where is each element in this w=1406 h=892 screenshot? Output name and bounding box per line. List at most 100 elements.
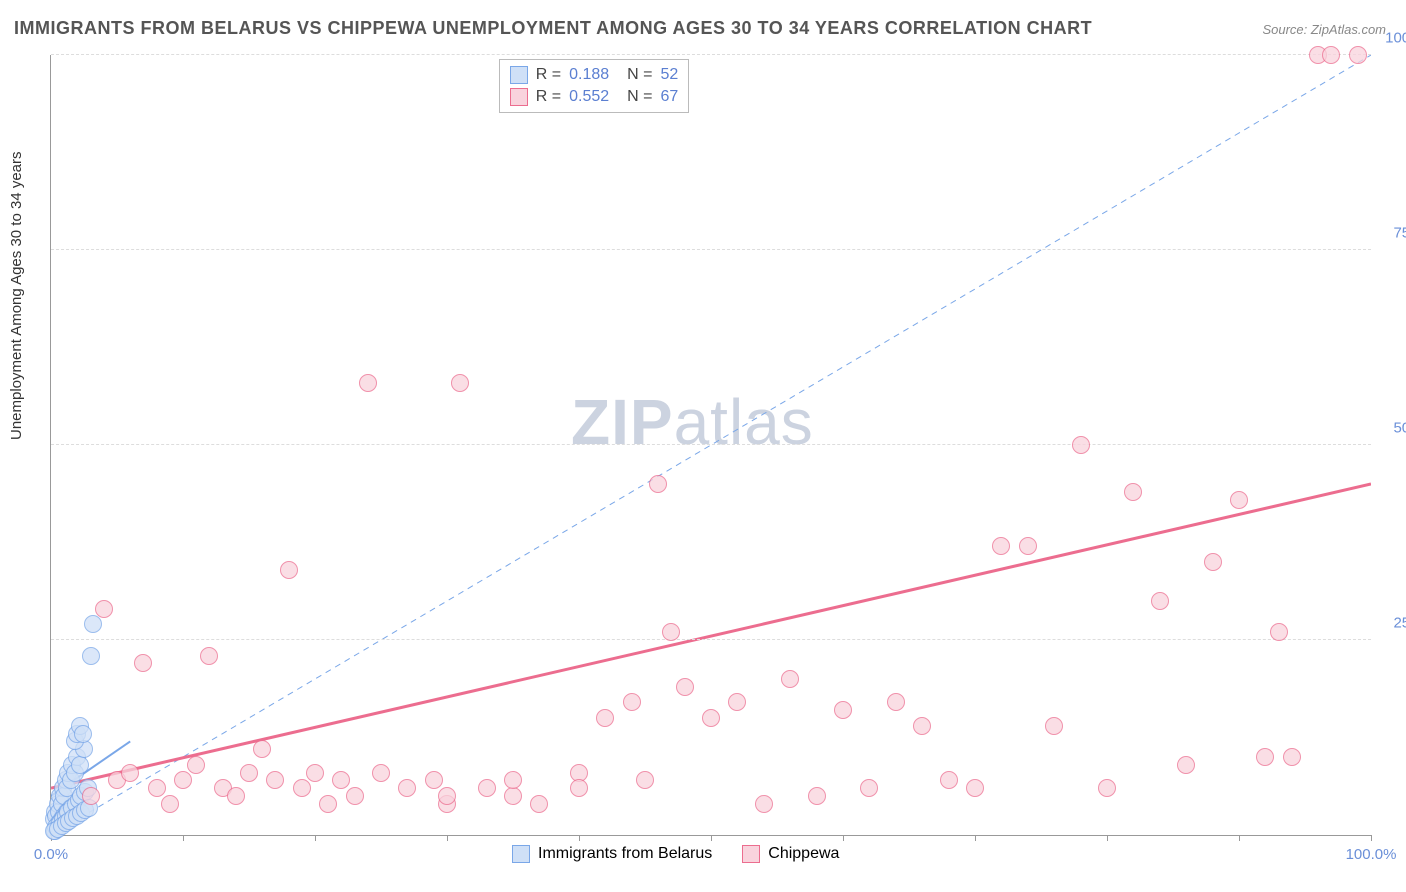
x-tick — [1371, 835, 1372, 841]
data-point — [676, 678, 694, 696]
correlation-legend: R = 0.188 N = 52 R = 0.552 N = 67 — [499, 59, 689, 113]
data-point — [200, 647, 218, 665]
data-point — [161, 795, 179, 813]
legend-item: Immigrants from Belarus — [512, 845, 712, 863]
plot-area: ZIPatlas 25.0%50.0%75.0%100.0%0.0%100.0% — [50, 55, 1371, 836]
x-tick — [447, 835, 448, 841]
legend-swatch — [742, 845, 760, 863]
data-point — [82, 787, 100, 805]
data-point — [134, 654, 152, 672]
data-point — [1019, 537, 1037, 555]
data-point — [1270, 623, 1288, 641]
data-point — [95, 600, 113, 618]
data-point — [662, 623, 680, 641]
x-tick — [975, 835, 976, 841]
legend-label: Immigrants from Belarus — [538, 845, 712, 863]
data-point — [570, 779, 588, 797]
data-point — [728, 693, 746, 711]
gridline — [51, 249, 1371, 250]
source-label: Source: ZipAtlas.com — [1262, 22, 1386, 37]
data-point — [808, 787, 826, 805]
watermark-bold: ZIP — [571, 386, 674, 458]
data-point — [121, 764, 139, 782]
x-tick-label: 0.0% — [34, 846, 68, 863]
data-point — [1204, 553, 1222, 571]
data-point — [1256, 748, 1274, 766]
data-point — [887, 693, 905, 711]
data-point — [623, 693, 641, 711]
data-point — [834, 701, 852, 719]
r-label: R = — [536, 64, 561, 86]
data-point — [398, 779, 416, 797]
data-point — [1151, 592, 1169, 610]
data-point — [82, 647, 100, 665]
data-point — [1230, 491, 1248, 509]
data-point — [530, 795, 548, 813]
watermark-light: atlas — [674, 386, 814, 458]
data-point — [781, 670, 799, 688]
r-value: 0.188 — [569, 64, 619, 86]
data-point — [1045, 717, 1063, 735]
data-point — [1322, 46, 1340, 64]
data-point — [1283, 748, 1301, 766]
legend-item: Chippewa — [742, 845, 839, 863]
data-point — [860, 779, 878, 797]
data-point — [1124, 483, 1142, 501]
data-point — [372, 764, 390, 782]
data-point — [702, 709, 720, 727]
data-point — [1098, 779, 1116, 797]
x-tick — [183, 835, 184, 841]
chart-title: IMMIGRANTS FROM BELARUS VS CHIPPEWA UNEM… — [14, 18, 1092, 39]
data-point — [913, 717, 931, 735]
r-label: R = — [536, 86, 561, 108]
n-label: N = — [627, 64, 652, 86]
gridline — [51, 54, 1371, 55]
data-point — [148, 779, 166, 797]
data-point — [280, 561, 298, 579]
data-point — [504, 771, 522, 789]
data-point — [306, 764, 324, 782]
data-point — [649, 475, 667, 493]
data-point — [84, 615, 102, 633]
x-tick — [579, 835, 580, 841]
data-point — [425, 771, 443, 789]
n-value: 67 — [660, 86, 678, 108]
data-point — [240, 764, 258, 782]
n-label: N = — [627, 86, 652, 108]
data-point — [1177, 756, 1195, 774]
data-point — [319, 795, 337, 813]
data-point — [187, 756, 205, 774]
data-point — [71, 756, 89, 774]
data-point — [636, 771, 654, 789]
data-point — [451, 374, 469, 392]
x-tick — [1107, 835, 1108, 841]
data-point — [755, 795, 773, 813]
data-point — [1072, 436, 1090, 454]
legend-row: R = 0.188 N = 52 — [510, 64, 678, 86]
data-point — [253, 740, 271, 758]
data-point — [504, 787, 522, 805]
data-point — [596, 709, 614, 727]
r-value: 0.552 — [569, 86, 619, 108]
data-point — [438, 787, 456, 805]
y-tick-label: 50.0% — [1393, 420, 1406, 437]
data-point — [940, 771, 958, 789]
x-tick — [1239, 835, 1240, 841]
data-point — [346, 787, 364, 805]
x-tick — [315, 835, 316, 841]
legend-swatch — [510, 66, 528, 84]
legend-swatch — [512, 845, 530, 863]
data-point — [966, 779, 984, 797]
data-point — [478, 779, 496, 797]
y-tick-label: 100.0% — [1385, 30, 1406, 47]
data-point — [174, 771, 192, 789]
y-axis-label: Unemployment Among Ages 30 to 34 years — [8, 151, 25, 440]
data-point — [992, 537, 1010, 555]
data-point — [266, 771, 284, 789]
legend-row: R = 0.552 N = 67 — [510, 86, 678, 108]
data-point — [332, 771, 350, 789]
y-tick-label: 75.0% — [1393, 225, 1406, 242]
n-value: 52 — [660, 64, 678, 86]
data-point — [293, 779, 311, 797]
gridline — [51, 444, 1371, 445]
